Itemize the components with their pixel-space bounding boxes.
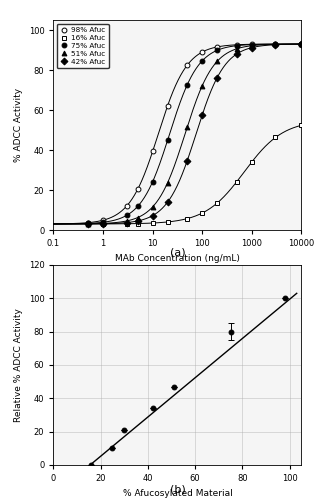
42% Afuc	[235, 51, 239, 57]
X-axis label: MAb Concentration (ng/mL): MAb Concentration (ng/mL)	[115, 254, 240, 262]
16% Afuc	[215, 200, 219, 206]
98% Afuc	[125, 203, 128, 209]
Line: 98% Afuc: 98% Afuc	[86, 42, 304, 225]
42% Afuc	[273, 42, 277, 48]
Text: (b): (b)	[170, 485, 185, 495]
75% Afuc	[300, 41, 303, 47]
16% Afuc	[151, 220, 154, 226]
98% Afuc	[136, 186, 139, 192]
51% Afuc	[215, 58, 219, 64]
Text: (a): (a)	[170, 248, 185, 258]
Y-axis label: Relative % ADCC Activity: Relative % ADCC Activity	[14, 308, 23, 422]
Line: 75% Afuc: 75% Afuc	[86, 42, 304, 226]
51% Afuc	[273, 42, 277, 48]
16% Afuc	[136, 220, 139, 226]
75% Afuc	[136, 204, 139, 210]
51% Afuc	[136, 214, 139, 220]
75% Afuc	[166, 138, 170, 143]
42% Afuc	[136, 218, 139, 224]
Line: 16% Afuc: 16% Afuc	[86, 123, 304, 226]
42% Afuc	[86, 221, 90, 227]
42% Afuc	[125, 220, 128, 226]
51% Afuc	[200, 82, 204, 88]
42% Afuc	[101, 220, 105, 226]
42% Afuc	[185, 158, 189, 164]
42% Afuc	[300, 41, 303, 47]
51% Afuc	[166, 180, 170, 186]
Y-axis label: % ADCC Activity: % ADCC Activity	[14, 88, 23, 162]
16% Afuc	[200, 210, 204, 216]
75% Afuc	[200, 58, 204, 64]
98% Afuc	[101, 217, 105, 223]
51% Afuc	[101, 220, 105, 226]
98% Afuc	[166, 103, 170, 109]
16% Afuc	[86, 221, 90, 227]
51% Afuc	[300, 41, 303, 47]
98% Afuc	[86, 220, 90, 226]
16% Afuc	[250, 159, 254, 165]
16% Afuc	[125, 220, 128, 226]
98% Afuc	[185, 62, 189, 68]
16% Afuc	[185, 216, 189, 222]
42% Afuc	[166, 199, 170, 205]
51% Afuc	[86, 221, 90, 227]
42% Afuc	[151, 212, 154, 218]
51% Afuc	[185, 124, 189, 130]
Legend: 98% Afuc, 16% Afuc, 75% Afuc, 51% Afuc, 42% Afuc: 98% Afuc, 16% Afuc, 75% Afuc, 51% Afuc, …	[57, 24, 109, 68]
75% Afuc	[101, 220, 105, 226]
75% Afuc	[235, 42, 239, 48]
51% Afuc	[125, 218, 128, 224]
98% Afuc	[215, 44, 219, 50]
98% Afuc	[273, 41, 277, 47]
Line: 51% Afuc: 51% Afuc	[86, 42, 304, 226]
42% Afuc	[200, 112, 204, 118]
75% Afuc	[151, 179, 154, 185]
X-axis label: % Afucosylated Material: % Afucosylated Material	[122, 488, 232, 498]
75% Afuc	[86, 220, 90, 226]
16% Afuc	[273, 134, 277, 140]
Line: 42% Afuc: 42% Afuc	[86, 42, 304, 226]
98% Afuc	[200, 49, 204, 55]
75% Afuc	[125, 212, 128, 218]
42% Afuc	[215, 74, 219, 80]
42% Afuc	[250, 44, 254, 51]
51% Afuc	[235, 46, 239, 52]
98% Afuc	[300, 41, 303, 47]
75% Afuc	[215, 48, 219, 54]
16% Afuc	[300, 122, 303, 128]
98% Afuc	[151, 148, 154, 154]
51% Afuc	[250, 42, 254, 48]
75% Afuc	[250, 42, 254, 48]
51% Afuc	[151, 204, 154, 210]
16% Afuc	[235, 178, 239, 184]
75% Afuc	[185, 82, 189, 87]
98% Afuc	[235, 42, 239, 48]
98% Afuc	[250, 42, 254, 48]
75% Afuc	[273, 41, 277, 47]
16% Afuc	[101, 221, 105, 227]
16% Afuc	[166, 219, 170, 225]
